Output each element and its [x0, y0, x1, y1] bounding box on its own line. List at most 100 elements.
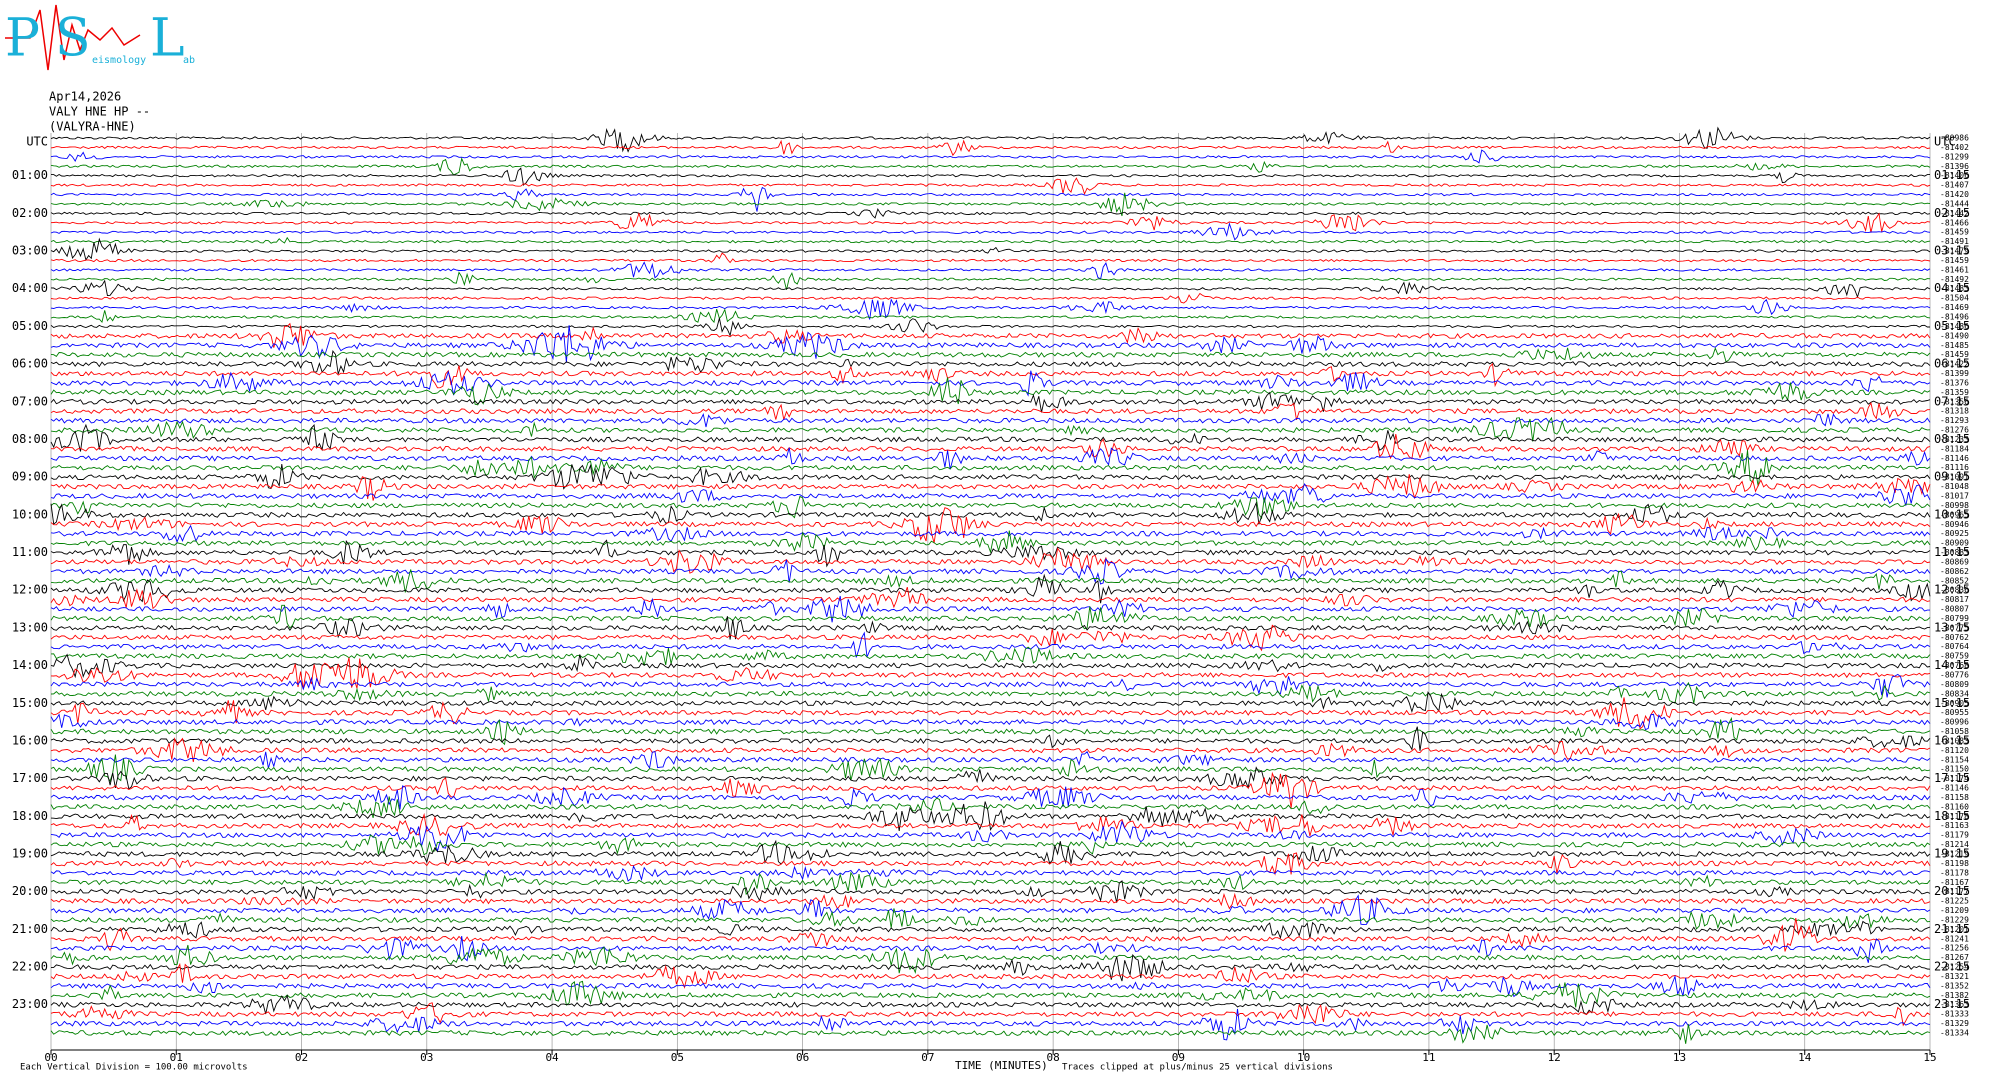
- trace: [50, 754, 1931, 783]
- offset-label: -81490: [1940, 331, 1969, 340]
- offset-label: -80955: [1940, 708, 1969, 717]
- x-tick-label: 02: [295, 1051, 308, 1064]
- hour-label: 21:00: [12, 922, 48, 936]
- offset-label: -81363: [1940, 1000, 1969, 1009]
- hour-label-right: 17:15: [1934, 771, 1970, 785]
- x-tick-label: 00: [44, 1051, 57, 1064]
- offset-label: -81254: [1940, 963, 1969, 972]
- offset-label: -80764: [1940, 642, 1969, 651]
- trace: [50, 994, 1931, 1016]
- hour-label-right: 22:15: [1934, 960, 1970, 974]
- hour-label: 12:00: [12, 583, 48, 597]
- trace: [50, 423, 1931, 452]
- hour-label-right: 09:15: [1934, 470, 1970, 484]
- offset-label: -80836: [1940, 586, 1969, 595]
- hour-label: 22:00: [12, 960, 48, 974]
- trace: [50, 616, 1931, 640]
- offset-label: -80862: [1940, 567, 1969, 576]
- trace: [50, 935, 1931, 963]
- trace: [50, 962, 1931, 989]
- hour-label-right: 18:15: [1934, 809, 1970, 823]
- trace: [50, 539, 1931, 568]
- offset-label: -81219: [1940, 850, 1969, 859]
- hour-label-right: 13:15: [1934, 620, 1970, 634]
- offset-label: -81459: [1940, 228, 1969, 237]
- offset-label: -81334: [1940, 1029, 1969, 1038]
- trace: [50, 852, 1931, 876]
- hour-label-right: 02:15: [1934, 206, 1970, 220]
- offset-label: -81479: [1940, 247, 1969, 256]
- offset-label: -81333: [1940, 1010, 1969, 1019]
- offset-label: -81444: [1940, 199, 1969, 208]
- offset-label: -80909: [1940, 539, 1969, 548]
- offset-label: -81229: [1940, 915, 1969, 924]
- offset-label: -81407: [1940, 181, 1969, 190]
- trace: [50, 716, 1931, 746]
- hour-label-right: UTC: [1934, 135, 1956, 149]
- trace: [50, 318, 1930, 337]
- hour-label: 07:00: [12, 394, 48, 408]
- offset-label: -81399: [1940, 369, 1969, 378]
- trace: [50, 1008, 1931, 1041]
- logo-small: eismology: [92, 55, 146, 66]
- offset-label: -80986: [1940, 134, 1969, 143]
- offset-label: -81154: [1940, 755, 1969, 764]
- x-tick-label: 11: [1422, 1051, 1435, 1064]
- offset-label: -80817: [1940, 595, 1969, 604]
- offset-label: -81017: [1940, 492, 1969, 501]
- hour-label-right: 01:15: [1934, 168, 1970, 182]
- offset-label: -81241: [1940, 934, 1969, 943]
- offset-label: -80965: [1940, 510, 1969, 519]
- offset-label: -81442: [1940, 209, 1969, 218]
- trace: [50, 697, 1931, 730]
- offset-label: -80762: [1940, 633, 1969, 642]
- trace: [50, 325, 1931, 363]
- offset-label: -81402: [1940, 143, 1969, 152]
- offset-label: -81201: [1940, 925, 1969, 934]
- trace: [50, 347, 1931, 363]
- offset-label: -81178: [1940, 868, 1969, 877]
- hour-label: 19:00: [12, 847, 48, 861]
- hour-label-right: 15:15: [1934, 696, 1970, 710]
- hour-label-right: 06:15: [1934, 357, 1970, 371]
- trace: [50, 298, 1931, 320]
- trace: [50, 771, 1931, 808]
- offset-label: -81318: [1940, 407, 1969, 416]
- offset-label: -80834: [1940, 689, 1969, 698]
- trace: [50, 624, 1931, 652]
- trace: [50, 604, 1931, 630]
- trace: [50, 631, 1931, 658]
- offset-label: -81160: [1940, 802, 1969, 811]
- hour-label-right: 20:15: [1934, 884, 1970, 898]
- offset-label: -80776: [1940, 671, 1969, 680]
- trace: [50, 737, 1931, 762]
- offset-label: -81504: [1940, 294, 1969, 303]
- trace: [50, 412, 1931, 428]
- offset-label: -80996: [1940, 718, 1969, 727]
- offset-label: -81276: [1940, 426, 1969, 435]
- x-tick-label: 05: [671, 1051, 684, 1064]
- trace: [50, 261, 1931, 280]
- trace: [50, 691, 1931, 714]
- trace: [50, 812, 1931, 837]
- hour-label: 14:00: [12, 658, 48, 672]
- hour-label: 11:00: [12, 545, 48, 559]
- x-tick-label: 04: [545, 1051, 559, 1064]
- offset-label: -80946: [1940, 520, 1969, 529]
- trace: [50, 474, 1931, 501]
- trace: [50, 416, 1931, 442]
- offset-label: -81158: [1940, 793, 1969, 802]
- offset-label: -81329: [1940, 1019, 1969, 1028]
- trace: [50, 801, 1931, 831]
- logo-wave: [5, 4, 141, 71]
- offset-label: -81396: [1940, 162, 1969, 171]
- offset-label: -81233: [1940, 435, 1969, 444]
- offset-label: -81083: [1940, 736, 1969, 745]
- trace: [50, 796, 1931, 819]
- trace: [50, 573, 1931, 604]
- trace: [50, 126, 1931, 153]
- hour-label: 04:00: [12, 281, 48, 295]
- offset-label: -81422: [1940, 360, 1969, 369]
- trace: [50, 920, 1931, 940]
- offset-label: -80759: [1940, 652, 1969, 661]
